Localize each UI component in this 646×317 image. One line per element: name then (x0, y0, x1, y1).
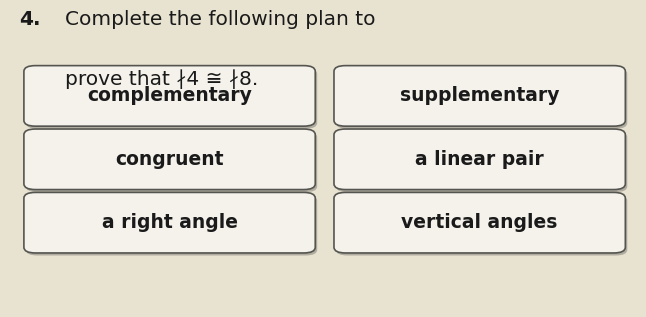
FancyBboxPatch shape (334, 66, 625, 126)
FancyBboxPatch shape (24, 66, 315, 126)
FancyBboxPatch shape (26, 132, 317, 192)
FancyBboxPatch shape (336, 132, 627, 192)
Text: a linear pair: a linear pair (415, 150, 544, 169)
FancyBboxPatch shape (336, 68, 627, 129)
FancyBboxPatch shape (26, 68, 317, 129)
FancyBboxPatch shape (26, 195, 317, 256)
FancyBboxPatch shape (334, 129, 625, 190)
FancyBboxPatch shape (24, 129, 315, 190)
Text: congruent: congruent (116, 150, 224, 169)
Text: vertical angles: vertical angles (401, 213, 558, 232)
FancyBboxPatch shape (334, 192, 625, 253)
Text: supplementary: supplementary (400, 87, 559, 105)
Text: a right angle: a right angle (101, 213, 238, 232)
Text: complementary: complementary (87, 87, 252, 105)
FancyBboxPatch shape (336, 195, 627, 256)
FancyBboxPatch shape (24, 192, 315, 253)
Text: Complete the following plan to: Complete the following plan to (65, 10, 375, 29)
Text: prove that ∤4 ≅ ∤8.: prove that ∤4 ≅ ∤8. (65, 70, 258, 89)
Text: 4.: 4. (19, 10, 41, 29)
